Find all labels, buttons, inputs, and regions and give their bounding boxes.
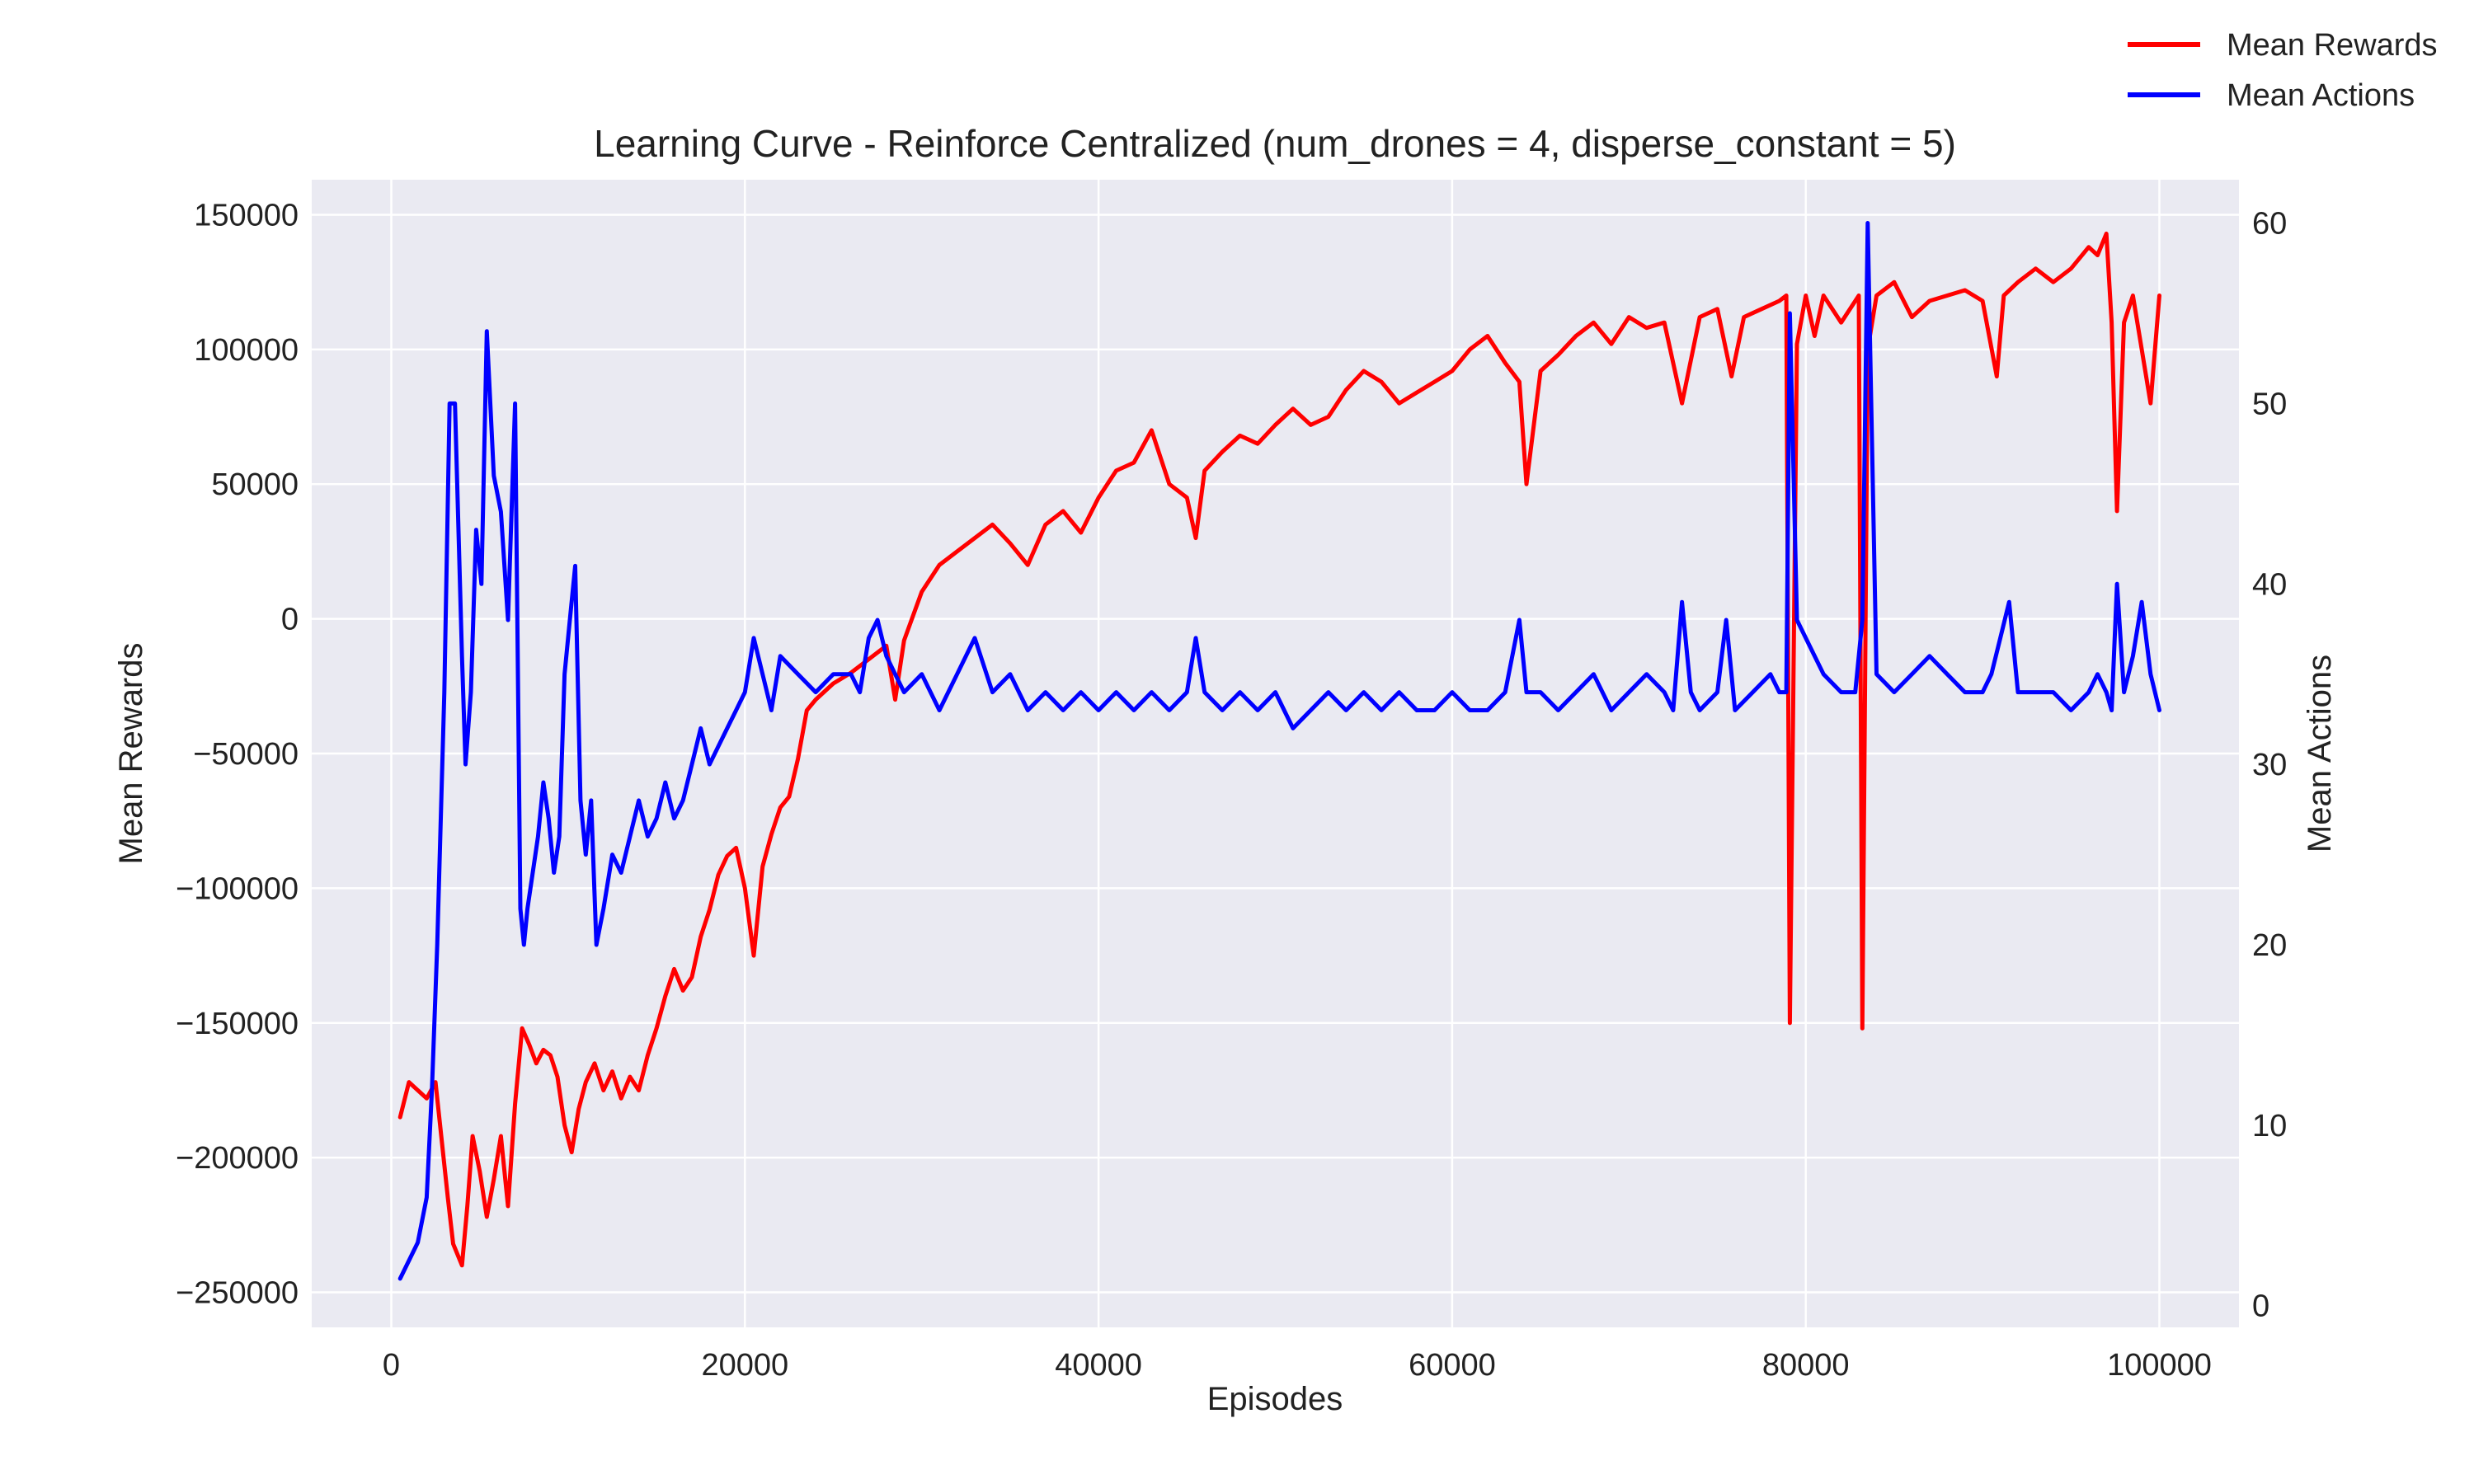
series-line-mean-rewards [397,231,2161,1268]
x-tick-label: 60000 [1409,1348,1496,1383]
y-right-axis-label: Mean Actions [2302,655,2338,852]
y-left-tick-label: −100000 [176,871,299,906]
x-tick-labels: 0 20000 40000 60000 80000 100000 [383,1348,2212,1383]
y-right-tick-label: 10 [2252,1109,2287,1144]
chart-title: Learning Curve - Reinforce Centralized (… [594,122,1956,165]
x-axis-label: Episodes [1207,1381,1343,1417]
y-left-tick-label: 50000 [211,467,299,502]
x-tick-label: 20000 [701,1348,788,1383]
y-left-tick-label: 100000 [194,333,299,368]
y-left-axis-label: Mean Rewards [113,642,149,864]
y-right-tick-label: 30 [2252,748,2287,782]
y-right-tick-label: 0 [2252,1289,2269,1324]
y-left-tick-label: −250000 [176,1276,299,1311]
y-left-tick-label: −200000 [176,1141,299,1176]
legend-label-mean-rewards: Mean Rewards [2227,28,2438,63]
x-tick-label: 40000 [1055,1348,1142,1383]
y-left-tick-labels: 150000 100000 50000 0 −50000 −100000 −150000 −2… [176,198,299,1310]
legend-label-mean-actions: Mean Actions [2227,78,2415,113]
y-right-tick-label: 50 [2252,387,2287,421]
series-layer [397,221,2161,1281]
grid-lines [312,180,2239,1327]
y-right-tick-labels: 60 50 40 30 20 10 0 [2252,207,2287,1324]
y-left-tick-label: −50000 [193,737,299,772]
legend: Mean Rewards Mean Actions [2128,28,2438,113]
y-right-tick-label: 40 [2252,567,2287,602]
series-line-mean-actions [397,221,2161,1281]
x-tick-label: 100000 [2107,1348,2212,1383]
y-left-tick-label: 0 [281,603,299,637]
y-left-tick-label: −150000 [176,1007,299,1041]
x-tick-label: 0 [383,1348,400,1383]
y-right-tick-label: 60 [2252,207,2287,242]
x-tick-label: 80000 [1762,1348,1850,1383]
y-left-tick-label: 150000 [194,198,299,232]
y-right-tick-label: 20 [2252,928,2287,963]
